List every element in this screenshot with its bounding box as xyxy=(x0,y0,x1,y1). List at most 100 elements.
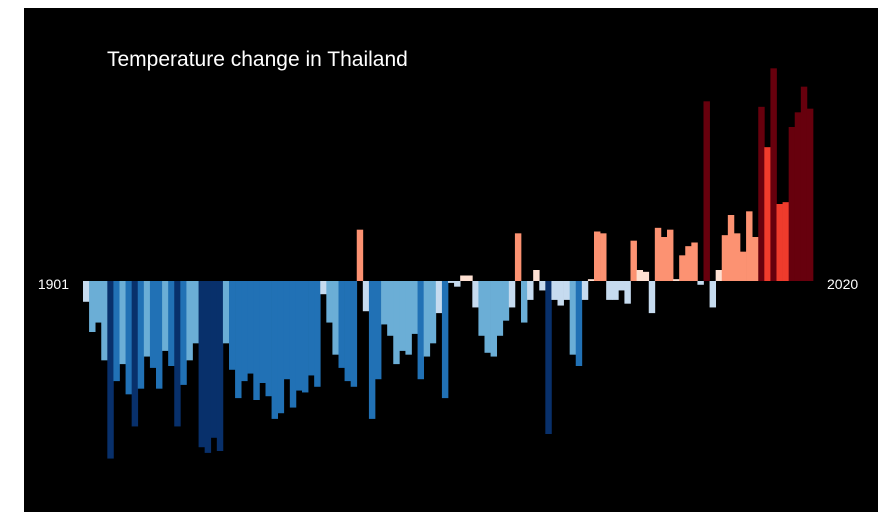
bar-2019 xyxy=(800,86,808,281)
bar-1990 xyxy=(624,281,631,304)
bar-1944 xyxy=(344,281,352,382)
bar-1943 xyxy=(338,281,345,368)
bar-1958 xyxy=(429,281,437,344)
bar-1980 xyxy=(563,281,571,300)
bar-1931 xyxy=(265,281,272,397)
bar-1962 xyxy=(454,281,461,287)
bar-1938 xyxy=(308,281,315,376)
bar-1964 xyxy=(466,275,473,281)
bar-2012 xyxy=(758,106,765,281)
bar-1928 xyxy=(247,281,254,374)
bar-1946 xyxy=(356,229,364,281)
bar-1993 xyxy=(642,271,650,281)
chart-title: Temperature change in Thailand xyxy=(107,48,408,71)
bar-1901 xyxy=(83,281,90,302)
bar-1961 xyxy=(448,281,455,283)
bar-1950 xyxy=(381,281,388,325)
bar-1951 xyxy=(387,281,394,336)
bar-2015 xyxy=(776,204,783,281)
bar-1963 xyxy=(460,275,467,281)
bar-1945 xyxy=(350,281,358,387)
bar-1974 xyxy=(527,281,534,300)
bar-1968 xyxy=(490,281,498,357)
bar-1913 xyxy=(156,281,163,389)
bar-1994 xyxy=(648,281,656,314)
bar-1954 xyxy=(405,281,412,355)
bar-series xyxy=(83,68,814,459)
bar-1916 xyxy=(174,281,181,427)
bar-1907 xyxy=(119,281,126,365)
bar-1902 xyxy=(89,281,96,332)
bar-1957 xyxy=(423,281,431,357)
bar-2017 xyxy=(788,127,796,281)
bar-1929 xyxy=(253,281,260,400)
bar-1970 xyxy=(502,281,510,321)
bar-1947 xyxy=(362,281,370,312)
bar-1960 xyxy=(441,281,449,399)
bar-2000 xyxy=(685,246,692,281)
bar-2014 xyxy=(770,68,777,281)
bar-1998 xyxy=(673,279,680,281)
bar-1909 xyxy=(131,281,139,427)
bar-1988 xyxy=(612,281,619,300)
bar-1955 xyxy=(411,281,418,334)
bar-1921 xyxy=(204,281,212,453)
bar-1908 xyxy=(125,281,133,395)
bar-2010 xyxy=(746,211,753,281)
bar-1911 xyxy=(143,281,151,357)
bar-2001 xyxy=(691,242,698,281)
bar-2005 xyxy=(715,270,723,281)
bar-1912 xyxy=(149,281,157,368)
bar-1952 xyxy=(393,281,400,365)
bar-1991 xyxy=(630,240,637,281)
bar-2018 xyxy=(794,112,802,281)
bar-1918 xyxy=(186,281,193,361)
bar-2016 xyxy=(782,202,790,281)
bar-1942 xyxy=(332,281,339,355)
bar-1923 xyxy=(216,281,224,451)
bar-2006 xyxy=(721,235,729,281)
bar-1941 xyxy=(326,281,333,323)
bar-1917 xyxy=(180,281,187,385)
bar-1972 xyxy=(514,233,522,281)
bar-1997 xyxy=(667,229,674,281)
bar-1915 xyxy=(168,281,175,366)
bar-1982 xyxy=(575,281,583,366)
bar-1940 xyxy=(320,281,327,295)
bar-1965 xyxy=(472,281,479,308)
bar-1987 xyxy=(606,281,613,300)
bar-2008 xyxy=(733,233,741,281)
bar-1905 xyxy=(107,281,114,459)
bar-1924 xyxy=(222,281,230,344)
warming-stripes-chart: Temperature change in Thailand 1901 2020 xyxy=(38,48,858,459)
bar-1919 xyxy=(192,281,199,344)
bar-1939 xyxy=(314,281,321,387)
bar-1989 xyxy=(618,281,625,291)
bar-1920 xyxy=(198,281,206,448)
bar-1983 xyxy=(581,281,589,300)
bar-2003 xyxy=(703,101,710,281)
bar-1978 xyxy=(551,281,558,300)
bar-1948 xyxy=(368,281,376,419)
bar-1967 xyxy=(484,281,491,353)
bar-1966 xyxy=(478,281,485,336)
bar-1910 xyxy=(137,281,145,389)
bar-2007 xyxy=(727,215,735,281)
bar-2020 xyxy=(806,108,814,281)
bar-1927 xyxy=(241,281,248,382)
bar-1914 xyxy=(162,281,169,351)
bar-1996 xyxy=(660,237,668,281)
bar-2009 xyxy=(740,251,747,281)
bar-1985 xyxy=(594,231,601,281)
bar-1971 xyxy=(508,281,516,308)
bar-1953 xyxy=(399,281,406,351)
bar-1979 xyxy=(557,281,564,306)
bar-1992 xyxy=(636,270,644,281)
bar-1933 xyxy=(277,281,285,414)
bar-1922 xyxy=(210,281,218,438)
bar-1995 xyxy=(654,227,662,281)
bar-2011 xyxy=(752,237,759,281)
bar-1956 xyxy=(417,281,425,380)
bar-1935 xyxy=(289,281,297,408)
bar-1969 xyxy=(496,281,504,336)
